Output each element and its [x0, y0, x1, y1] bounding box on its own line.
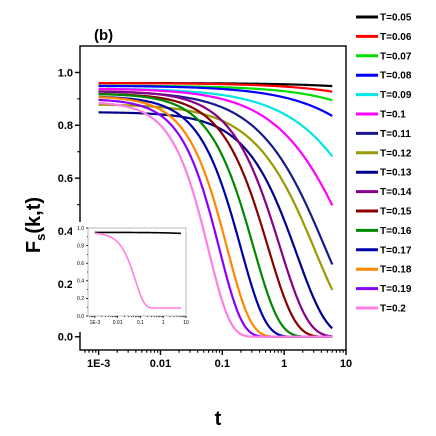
main-x-tick-label: 10 — [340, 358, 352, 370]
main-series-line-11 — [98, 93, 333, 338]
y-axis-label-subscript: s — [33, 234, 48, 241]
main-series-line-15 — [98, 101, 333, 338]
inset-x-tick-label: 1E-3 — [90, 320, 101, 326]
inset-plot: 0.0 0.2 0.4 0.6 0.8 1.0 1E-3 0.01 0.1 1 10 — [72, 222, 190, 332]
main-series-line-5 — [98, 87, 334, 206]
inset-y-tick-label: 0.4 — [77, 279, 84, 285]
legend: T=0.05 T=0.06 T=0.07 T=0.08 T=0.09 T=0.1 T=0.1… — [356, 13, 412, 315]
inset-y-tick-label: 0.6 — [77, 261, 84, 267]
main-x-tick-label: 0.01 — [150, 358, 171, 370]
legend-entry-label: T=0.15 — [380, 207, 412, 218]
inset-background — [72, 222, 190, 332]
legend-entry-label: T=0.05 — [380, 13, 412, 24]
inset-x-tick-label: 0.1 — [137, 320, 144, 326]
main-series-line-1 — [98, 82, 333, 93]
main-series-line-9 — [98, 90, 333, 338]
legend-entry-label: T=0.08 — [380, 71, 412, 82]
inset-series-line-1 — [94, 232, 181, 309]
legend-entry-label: T=0.13 — [380, 168, 412, 179]
x-axis-label: t — [215, 408, 222, 430]
legend-entry-label: T=0.14 — [380, 187, 412, 198]
main-y-tick-label: 0.2 — [58, 279, 73, 291]
legend-entry-label: T=0.11 — [380, 129, 411, 140]
main-series-line-3 — [98, 84, 333, 117]
inset-y-tick-label: 0.0 — [77, 314, 84, 320]
inset-x-tick-label: 1 — [162, 320, 165, 326]
legend-entry-label: T=0.2 — [380, 304, 406, 315]
main-y-tick-label: 0.6 — [58, 173, 73, 185]
inset-x-tick-label: 0.01 — [113, 320, 123, 326]
inset-y-tick-label: 0.2 — [77, 296, 84, 302]
main-y-tick-label: 0.4 — [58, 226, 74, 238]
panel-label: (b) — [94, 27, 113, 44]
legend-entry-label: T=0.16 — [380, 226, 412, 237]
main-y-tick-label: 1.0 — [58, 67, 73, 79]
legend-entry-label: T=0.18 — [380, 265, 412, 276]
inset-y-tick-label: 1.0 — [77, 226, 84, 232]
y-axis-label: Fs(k,t) — [23, 197, 48, 253]
legend-entry-label: T=0.07 — [380, 51, 412, 62]
y-axis-label-main: F — [23, 241, 45, 253]
y-axis-label-tail: (k,t) — [23, 197, 45, 234]
inset-x-tick-label: 10 — [183, 320, 189, 326]
main-x-tick-label: 0.1 — [215, 358, 230, 370]
legend-entry-label: T=0.09 — [380, 90, 412, 101]
legend-entry-label: T=0.1 — [380, 110, 406, 121]
main-y-tick-label: 0.8 — [58, 120, 73, 132]
main-x-tick-label: 1E-3 — [87, 358, 110, 370]
legend-entry-label: T=0.17 — [380, 245, 412, 256]
main-x-tick-label: 1 — [281, 358, 287, 370]
main-y-tick-label: 0.0 — [58, 332, 73, 344]
legend-entry-label: T=0.19 — [380, 284, 412, 295]
inset-series-line-0 — [94, 231, 181, 235]
legend-entry-label: T=0.06 — [380, 32, 412, 43]
main-plot: 0.00.20.40.60.81.01E-3 0.01 0.1 1 10 — [58, 45, 352, 370]
legend-entry-label: T=0.12 — [380, 148, 412, 159]
inset-y-tick-label: 0.8 — [77, 243, 84, 249]
